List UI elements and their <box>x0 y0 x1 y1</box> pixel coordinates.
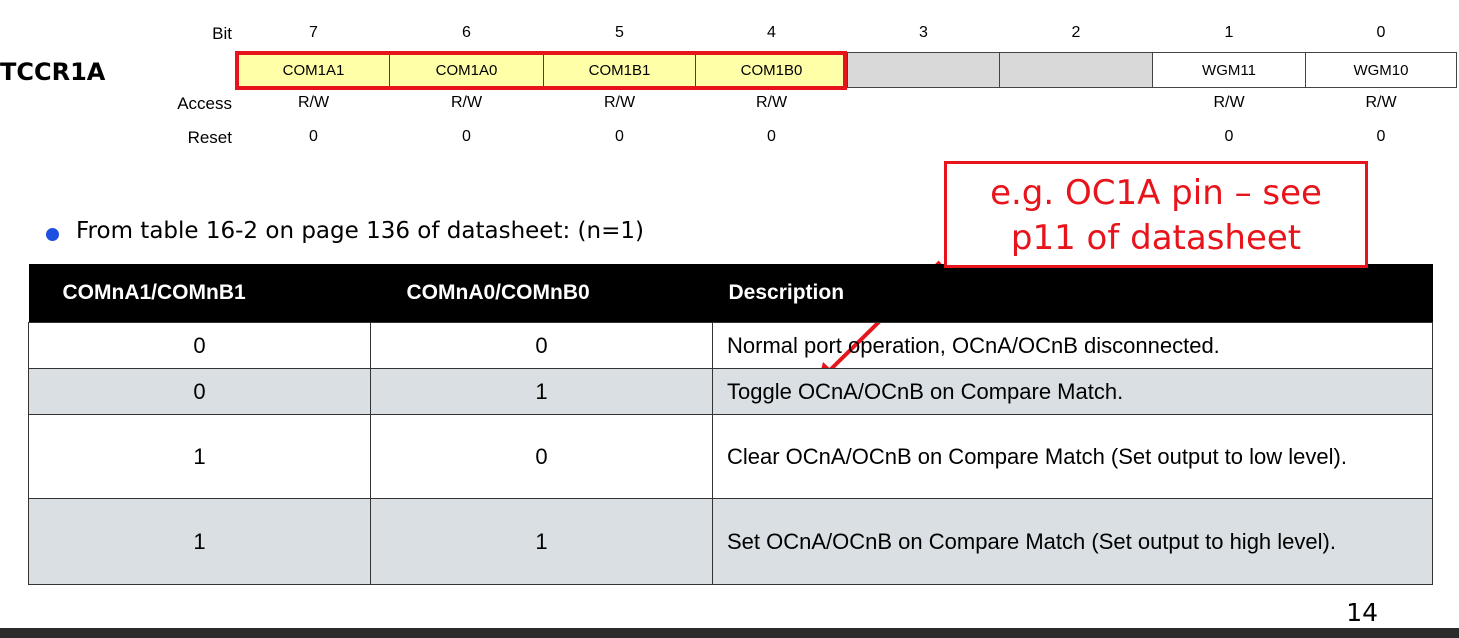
cell-comna1: 0 <box>28 368 371 415</box>
bit-reset-value: 0 <box>309 128 318 145</box>
bullet-dot-icon <box>46 228 59 241</box>
bullet-text: From table 16-2 on page 136 of datasheet… <box>76 218 644 244</box>
bit-access: R/W <box>1365 94 1397 111</box>
bit-reset-value: 0 <box>462 128 471 145</box>
bit-reset-value: 0 <box>1224 128 1234 145</box>
bit-access: R/W <box>603 94 636 111</box>
bit-number: 4 <box>767 24 776 41</box>
bit-access: R/W <box>1213 94 1245 111</box>
cell-comna0: 1 <box>370 498 713 585</box>
bit-number: 6 <box>462 24 471 41</box>
table-header-row: COMnA1/COMnB1 COMnA0/COMnB0 Description <box>28 264 1433 323</box>
table-row: 1 1 Set OCnA/OCnB on Compare Match (Set … <box>28 498 1433 585</box>
bit-field-cell: WGM11 <box>1152 52 1306 88</box>
table-row: 0 1 Toggle OCnA/OCnB on Compare Match. <box>28 368 1433 415</box>
header-description: Description <box>712 264 1433 323</box>
bit-reset-value: 0 <box>615 128 624 145</box>
bit-access: R/W <box>755 94 788 111</box>
bit-reset-value: 0 <box>1376 128 1386 145</box>
cell-comna0: 0 <box>370 322 713 369</box>
bit-row-label: Bit <box>212 24 232 43</box>
bit-number: 2 <box>1071 24 1081 41</box>
cell-description: Normal port operation, OCnA/OCnB disconn… <box>712 322 1433 369</box>
callout-line-2: p11 of datasheet <box>1010 218 1302 258</box>
bit-access: R/W <box>450 94 483 111</box>
callout-line-1: e.g. OC1A pin – see <box>990 173 1322 213</box>
compare-output-mode-table: COMnA1/COMnB1 COMnA0/COMnB0 Description … <box>28 264 1433 585</box>
bit-field-cell <box>847 52 1000 88</box>
cell-comna1: 1 <box>28 414 371 499</box>
cell-comna1: 0 <box>28 322 371 369</box>
footer-bar <box>0 628 1459 638</box>
bit-field-cell: WGM10 <box>1305 52 1457 88</box>
header-comna1: COMnA1/COMnB1 <box>28 264 371 323</box>
bit-access: R/W <box>297 94 330 111</box>
bit-field-cell: COM1A0 <box>389 52 544 88</box>
table-row: 0 0 Normal port operation, OCnA/OCnB dis… <box>28 322 1433 369</box>
bit-field-cell <box>999 52 1153 88</box>
bit-number: 1 <box>1224 24 1234 41</box>
callout-box: e.g. OC1A pin – see p11 of datasheet <box>944 161 1368 268</box>
bit-number: 3 <box>919 24 928 41</box>
cell-comna0: 0 <box>370 414 713 499</box>
table-row: 1 0 Clear OCnA/OCnB on Compare Match (Se… <box>28 414 1433 499</box>
page-number: 14 <box>1346 598 1378 627</box>
bit-number: 7 <box>309 24 318 41</box>
cell-description: Set OCnA/OCnB on Compare Match (Set outp… <box>712 498 1433 585</box>
bit-number: 5 <box>615 24 624 41</box>
reset-row-label: Reset <box>187 128 232 147</box>
bit-reset-value: 0 <box>767 128 776 145</box>
highlight-box <box>235 51 847 90</box>
register-name: TCCR1A <box>0 58 106 86</box>
access-row-label: Access <box>177 94 232 113</box>
header-comna0: COMnA0/COMnB0 <box>370 264 713 323</box>
cell-description: Toggle OCnA/OCnB on Compare Match. <box>712 368 1433 415</box>
cell-comna0: 1 <box>370 368 713 415</box>
cell-description: Clear OCnA/OCnB on Compare Match (Set ou… <box>712 414 1433 499</box>
cell-comna1: 1 <box>28 498 371 585</box>
bit-number: 0 <box>1376 24 1386 41</box>
